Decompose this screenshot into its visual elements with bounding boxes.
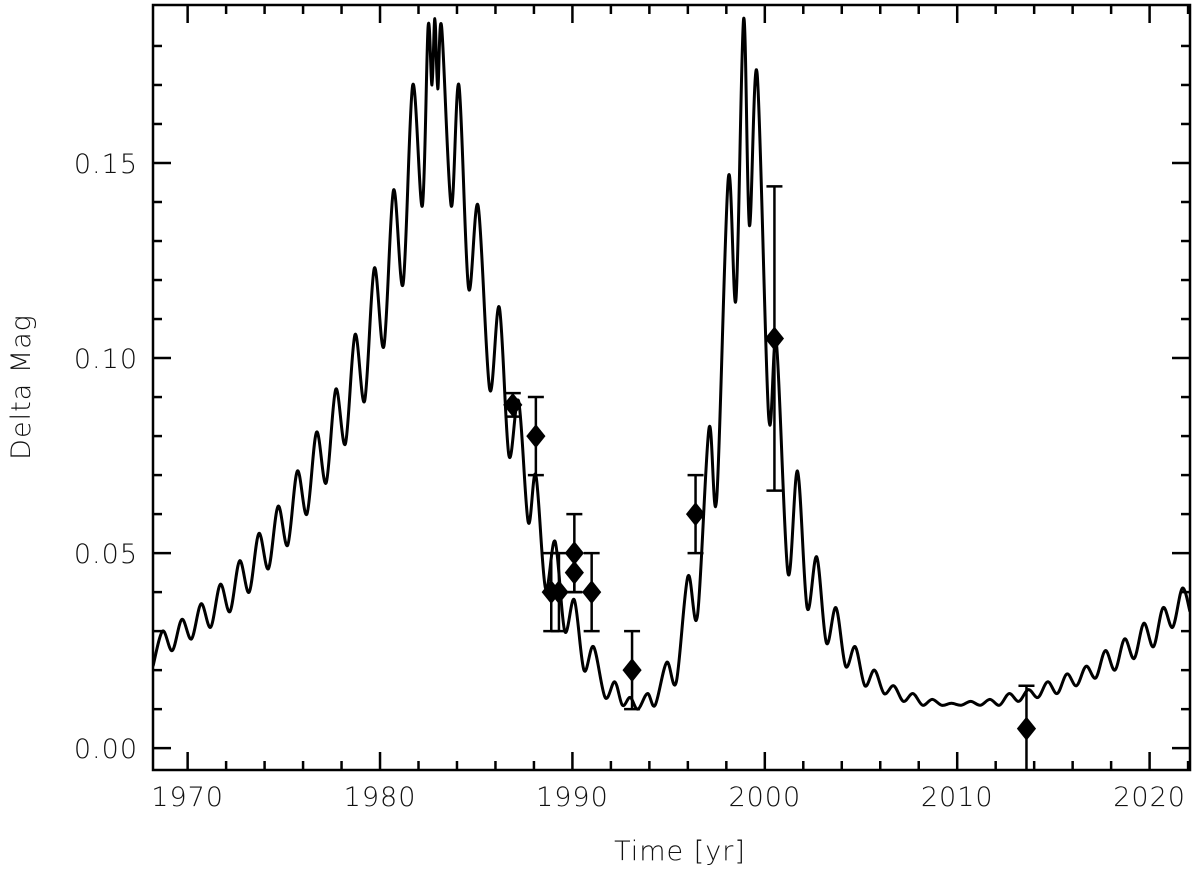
data-point	[526, 424, 546, 449]
y-tick-label: 0.10	[74, 344, 138, 375]
y-tick-label: 0.05	[74, 539, 138, 570]
data-point	[685, 502, 706, 527]
data-point	[503, 392, 523, 417]
plot-area	[153, 17, 1190, 770]
data-point	[549, 580, 569, 605]
plot-frame	[151, 3, 1192, 772]
y-axis-title: Delta Mag	[6, 314, 37, 460]
x-axis-title: Time [yr]	[614, 836, 746, 867]
data-point	[622, 658, 642, 683]
x-tick-label: 1990	[536, 782, 609, 813]
data-point	[582, 580, 602, 605]
data-point	[1016, 716, 1037, 741]
data-point	[564, 560, 584, 585]
x-tick-label: 1980	[344, 782, 417, 813]
x-tick-label: 2020	[1113, 782, 1186, 813]
model-curve	[153, 17, 1190, 711]
data-point	[764, 326, 785, 351]
y-tick-label: 0.00	[74, 734, 138, 765]
x-tick-label: 2010	[921, 782, 994, 813]
y-tick-label: 0.15	[74, 149, 138, 180]
x-tick-label: 1970	[151, 782, 224, 813]
x-tick-label: 2000	[728, 782, 801, 813]
